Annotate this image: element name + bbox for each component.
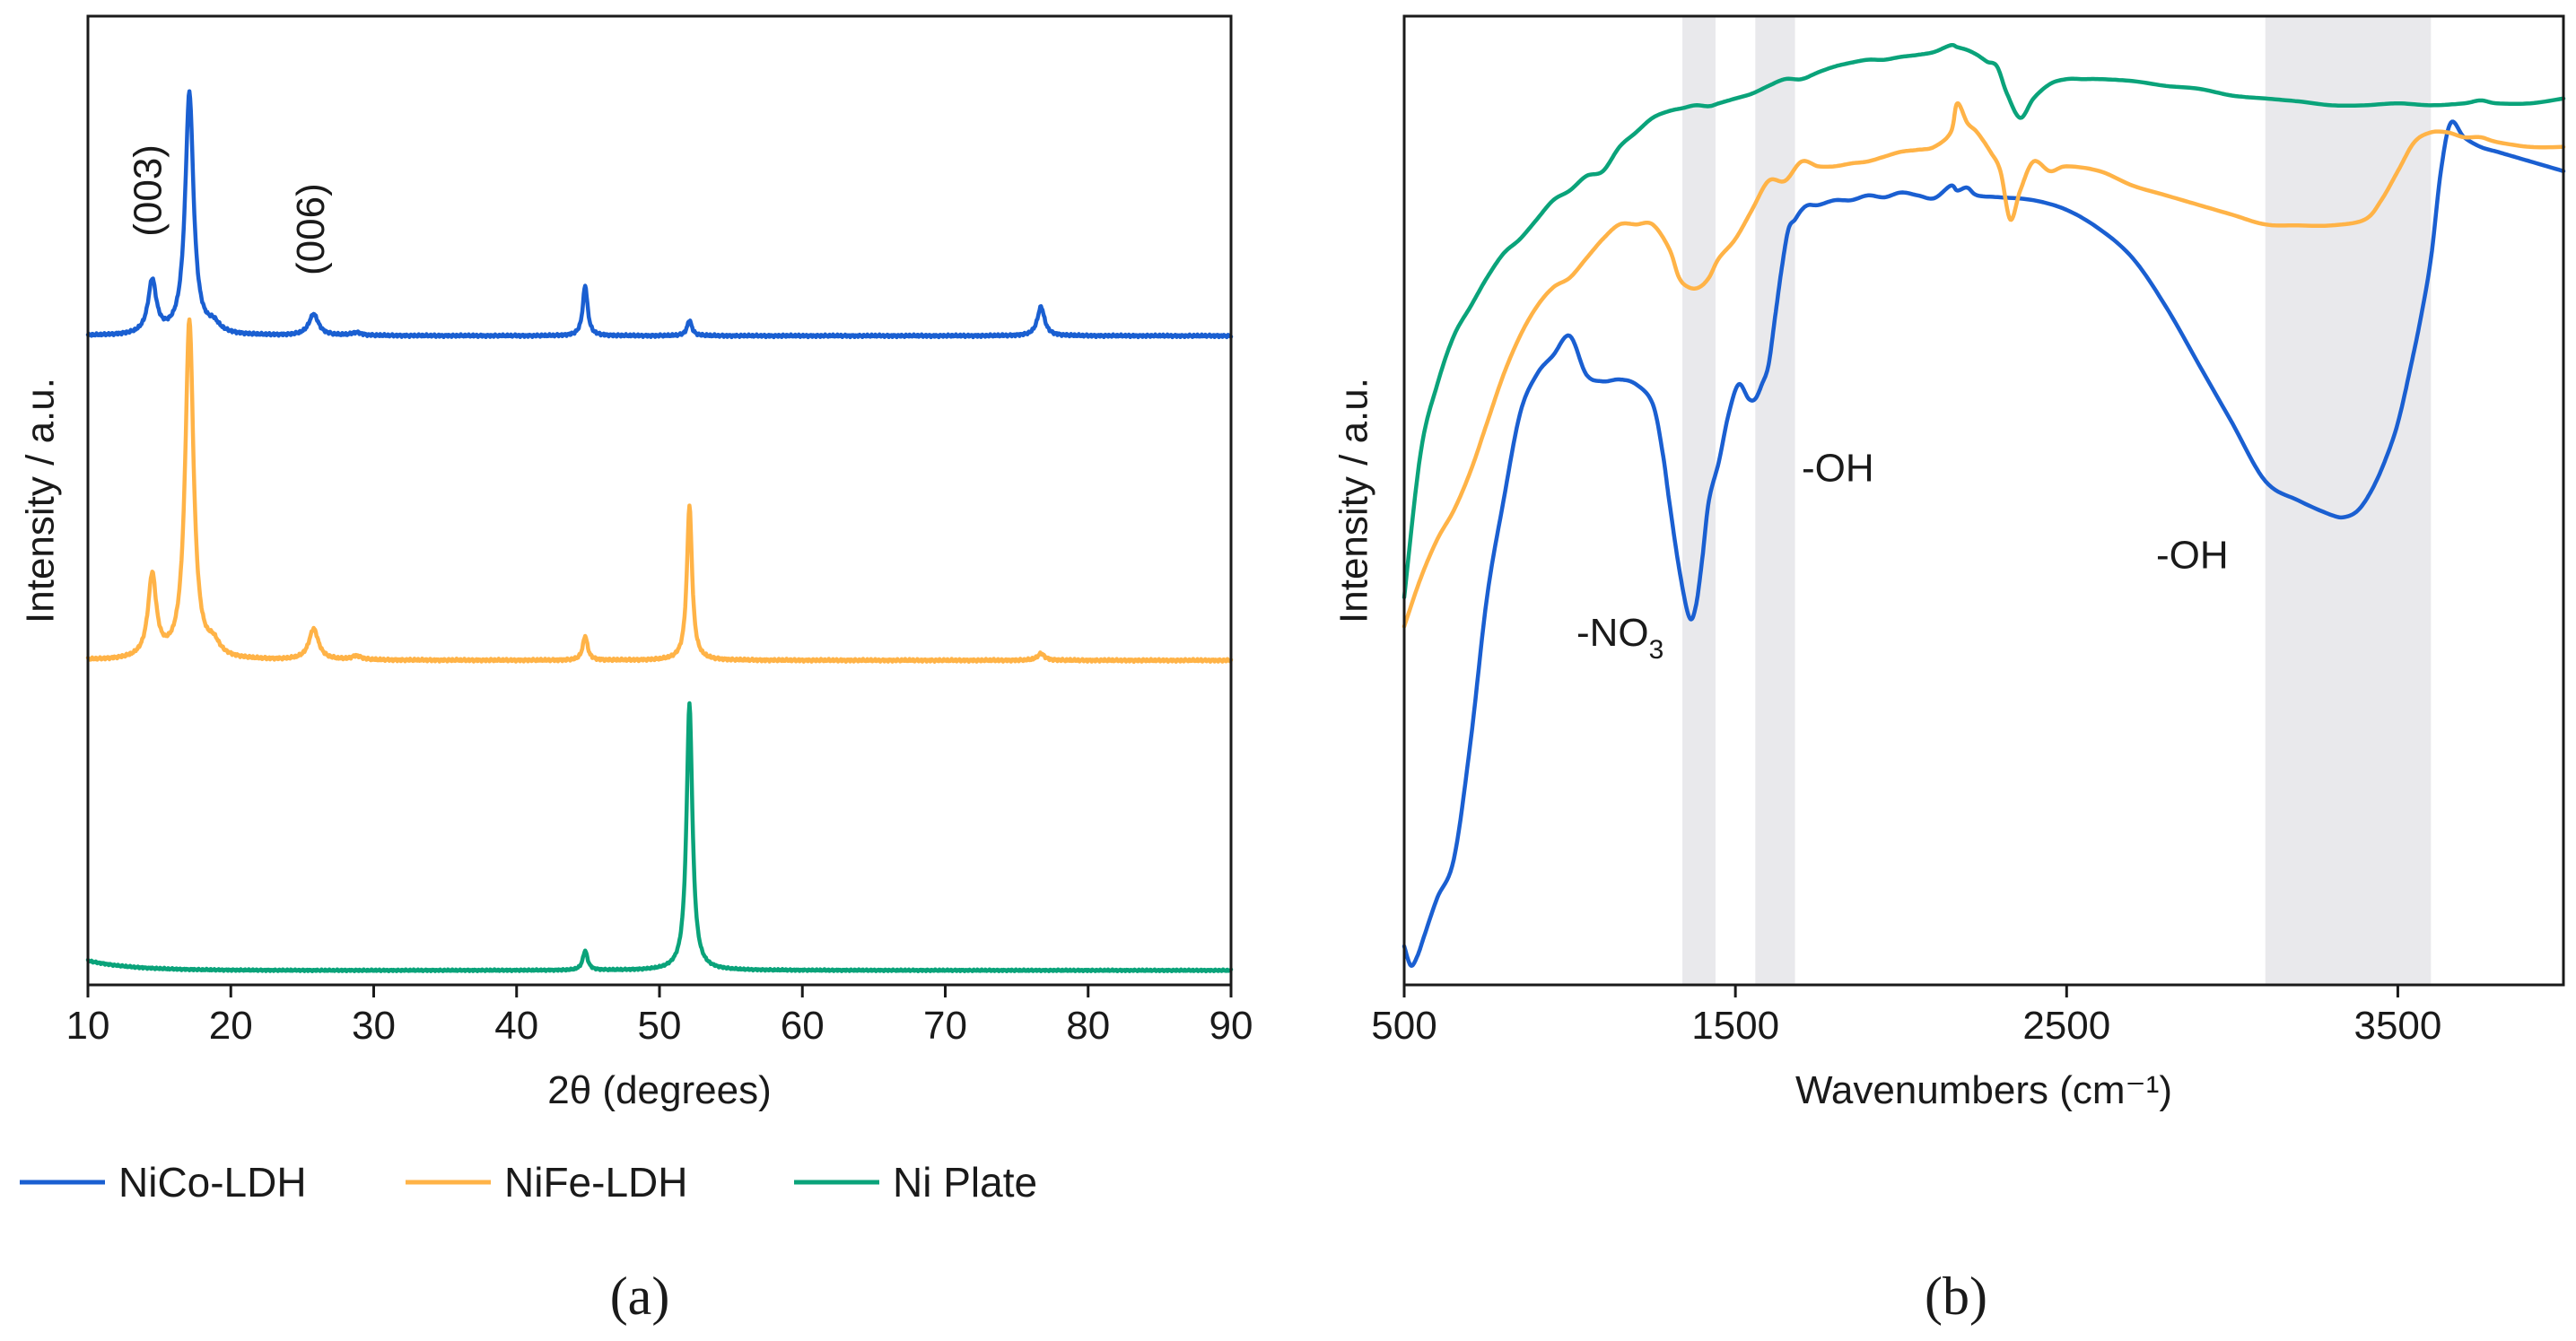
- panel-label-a: (a): [610, 1267, 670, 1326]
- series-line-ni-plate: [1402, 42, 2566, 600]
- panel-label-b: (b): [1925, 1267, 1987, 1326]
- x-tick-label-50: 50: [638, 1004, 682, 1048]
- series-line-nico-ldh: [85, 89, 1234, 340]
- xrd-y-axis-title: Intensity / a.u.: [19, 378, 63, 623]
- x-tick-label-2500: 2500: [2022, 1004, 2110, 1048]
- x-tick-label-3500: 3500: [2353, 1004, 2441, 1048]
- x-tick-label-10: 10: [66, 1004, 110, 1048]
- x-tick-label-80: 80: [1066, 1004, 1110, 1048]
- x-tick-label-30: 30: [352, 1004, 396, 1048]
- ftir-y-axis-title: Intensity / a.u.: [1332, 378, 1376, 623]
- legend-label-nife-ldh: NiFe-LDH: [504, 1159, 687, 1206]
- legend: NiCo-LDH NiFe-LDH Ni Plate: [20, 1159, 1037, 1206]
- shaded-band-2: [2265, 16, 2432, 985]
- ftir-x-ticks: 500 1500 2500 3500: [1371, 985, 2441, 1048]
- annotation-oh-1: -OH: [1802, 446, 1874, 490]
- series-line-ni-plate: [85, 701, 1234, 974]
- xrd-series-group: [85, 89, 1234, 974]
- annotation-003-0: (003): [127, 144, 170, 237]
- xrd-annotations: (003) (006): [127, 144, 334, 275]
- annotation-subscript: 3: [1649, 635, 1664, 665]
- x-tick-label-1500: 1500: [1691, 1004, 1779, 1048]
- xrd-chart-panel: 10 20 30 40 50 60 70 80 90 (003) (006) 2θ (degree…: [19, 14, 1253, 1112]
- x-tick-label-60: 60: [781, 1004, 825, 1048]
- x-tick-label-20: 20: [209, 1004, 253, 1048]
- shaded-band-1: [1755, 16, 1795, 985]
- ftir-series-group: [1402, 42, 2566, 968]
- legend-label-nico-ldh: NiCo-LDH: [118, 1159, 307, 1206]
- x-tick-label-500: 500: [1371, 1004, 1436, 1048]
- x-tick-label-70: 70: [923, 1004, 967, 1048]
- series-line-nife-ldh: [85, 317, 1234, 665]
- ftir-x-axis-title: Wavenumbers (cm⁻¹): [1795, 1068, 2172, 1112]
- ftir-chart-panel: 500 1500 2500 3500 -NO3-OH-OH Wavenumbers (…: [1332, 14, 2566, 1112]
- x-tick-label-40: 40: [494, 1004, 538, 1048]
- series-line-nico-ldh: [1402, 119, 2566, 968]
- ftir-plot-frame: [1402, 14, 2565, 987]
- xrd-x-ticks: 10 20 30 40 50 60 70 80 90: [66, 985, 1253, 1048]
- annotation-006-1: (006): [289, 183, 333, 275]
- series-line-nife-ldh: [1402, 100, 2566, 629]
- annotation-oh-2: -OH: [2156, 534, 2229, 578]
- x-tick-label-90: 90: [1209, 1004, 1253, 1048]
- legend-label-ni-plate: Ni Plate: [893, 1159, 1037, 1206]
- xrd-x-axis-title: 2θ (degrees): [547, 1068, 771, 1112]
